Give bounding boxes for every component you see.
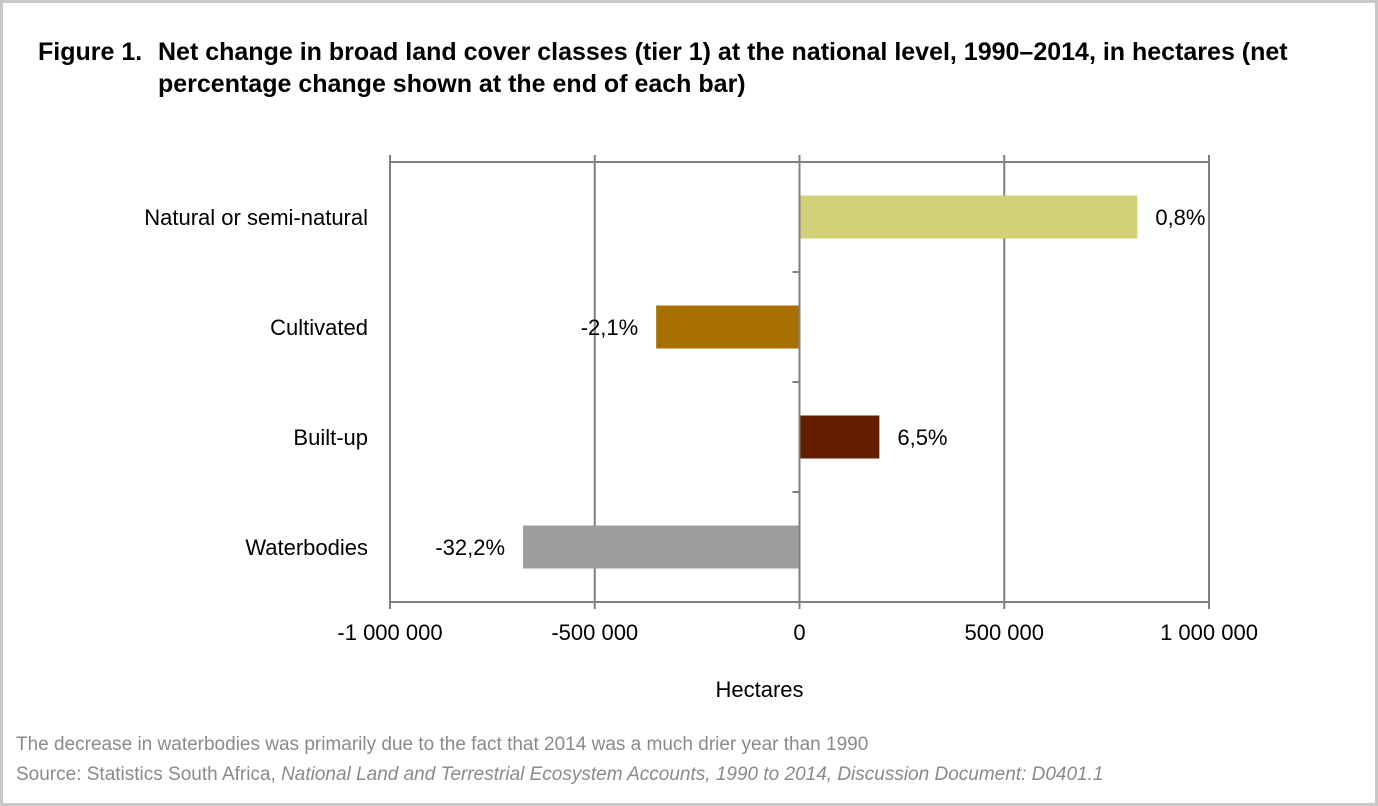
bar [799,415,880,459]
data-label: 0,8% [1155,205,1205,230]
data-label: -32,2% [435,535,505,560]
source-prefix: Source: Statistics South Africa, [16,764,282,785]
x-axis-title: Hectares [715,677,803,702]
category-label: Waterbodies [245,535,368,560]
figure-title-text: Net change in broad land cover classes (… [158,38,1288,98]
bar [656,305,800,349]
category-label: Cultivated [270,315,368,340]
x-tick-label: 1 000 000 [1160,620,1258,645]
x-tick-label: 0 [793,620,805,645]
bar [799,195,1138,239]
category-label: Natural or semi-natural [144,205,368,230]
source-title: National Land and Terrestrial Ecosystem … [281,764,1104,785]
source-note: Source: Statistics South Africa, Nationa… [16,764,1103,786]
footnote: The decrease in waterbodies was primaril… [16,734,869,755]
x-tick-label: -1 000 000 [337,620,442,645]
figure-label: Figure 1. [38,38,143,66]
data-label: -2,1% [581,315,638,340]
data-label: 6,5% [897,425,947,450]
x-tick-label: 500 000 [964,620,1044,645]
bar [523,525,800,569]
x-tick-label: -500 000 [551,620,638,645]
category-label: Built-up [293,425,368,450]
